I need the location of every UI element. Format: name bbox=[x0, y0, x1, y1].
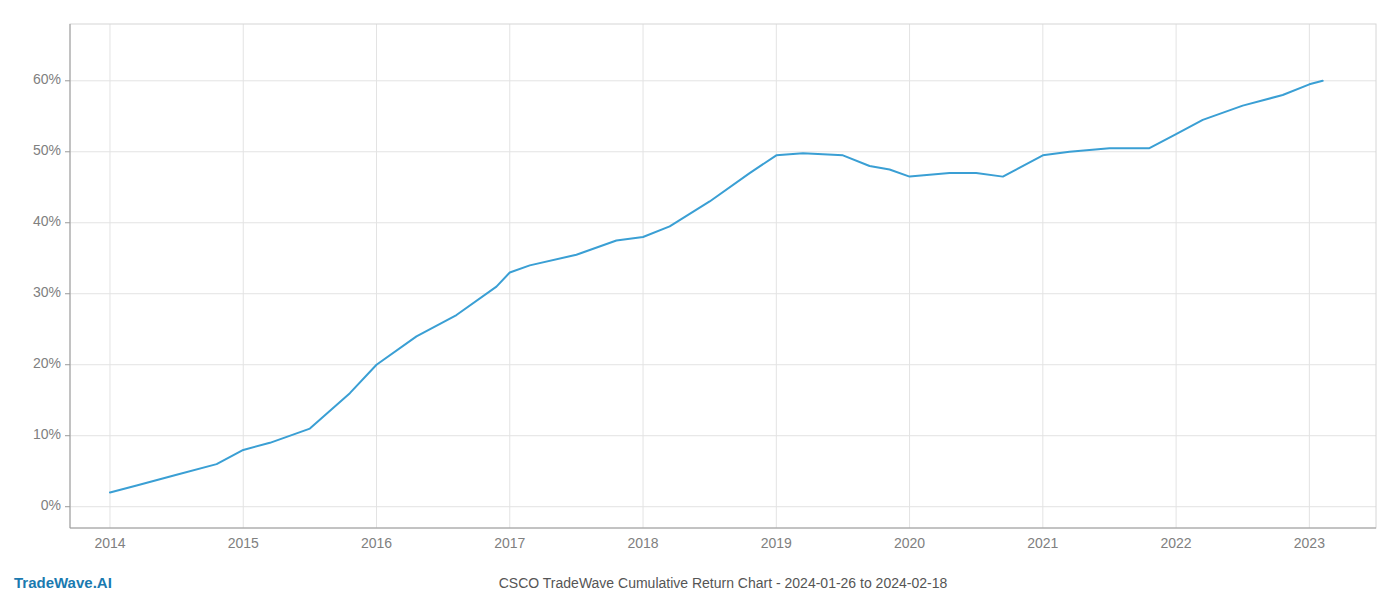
y-tick-label: 10% bbox=[33, 426, 61, 442]
grid-line-y bbox=[70, 80, 1376, 81]
y-tick-label: 30% bbox=[33, 284, 61, 300]
return-line bbox=[110, 81, 1323, 493]
y-tick-mark bbox=[65, 222, 70, 223]
y-tick-label: 40% bbox=[33, 213, 61, 229]
y-tick-label: 0% bbox=[41, 497, 61, 513]
y-tick-mark bbox=[65, 435, 70, 436]
x-tick-label: 2018 bbox=[627, 535, 658, 551]
x-tick-label: 2016 bbox=[361, 535, 392, 551]
y-tick-mark bbox=[65, 293, 70, 294]
grid-line-y bbox=[70, 435, 1376, 436]
y-tick-mark bbox=[65, 506, 70, 507]
grid-line-x bbox=[776, 24, 777, 528]
y-tick-label: 60% bbox=[33, 71, 61, 87]
axes: 2014 2015 2016 2017 2018 2019 2020 2021 2022 2023… bbox=[33, 24, 1376, 551]
y-tick-mark bbox=[65, 80, 70, 81]
grid-line-y bbox=[70, 364, 1376, 365]
chart-svg: 2014 2015 2016 2017 2018 2019 2020 2021 2022 2023… bbox=[0, 0, 1400, 600]
data-layer bbox=[110, 81, 1323, 493]
grid-line-y bbox=[70, 506, 1376, 507]
grid bbox=[70, 24, 1376, 528]
grid-line-y bbox=[70, 222, 1376, 223]
grid-line-x bbox=[1042, 24, 1043, 528]
chart-container: 2014 2015 2016 2017 2018 2019 2020 2021 2022 2023… bbox=[0, 0, 1400, 600]
x-tick-label: 2023 bbox=[1294, 535, 1325, 551]
x-tick-label: 2022 bbox=[1161, 535, 1192, 551]
y-tick-label: 20% bbox=[33, 355, 61, 371]
x-tick-label: 2019 bbox=[761, 535, 792, 551]
y-tick-mark bbox=[65, 151, 70, 152]
y-tick-mark bbox=[65, 364, 70, 365]
plot-frame bbox=[70, 24, 1376, 528]
grid-line-x bbox=[1309, 24, 1310, 528]
watermark: TradeWave.AI bbox=[14, 574, 112, 591]
x-tick-label: 2015 bbox=[228, 535, 259, 551]
grid-line-x bbox=[643, 24, 644, 528]
x-tick-label: 2014 bbox=[94, 535, 125, 551]
grid-line-x bbox=[1176, 24, 1177, 528]
grid-line-y bbox=[70, 293, 1376, 294]
x-axis-line bbox=[70, 528, 1376, 529]
background bbox=[0, 0, 1400, 600]
x-tick-label: 2017 bbox=[494, 535, 525, 551]
y-axis-line bbox=[70, 24, 71, 528]
grid-line-x bbox=[109, 24, 110, 528]
chart-title: CSCO TradeWave Cumulative Return Chart -… bbox=[499, 575, 948, 591]
y-tick-label: 50% bbox=[33, 142, 61, 158]
grid-line-x bbox=[509, 24, 510, 528]
grid-line-x bbox=[243, 24, 244, 528]
x-tick-label: 2020 bbox=[894, 535, 925, 551]
x-tick-label: 2021 bbox=[1027, 535, 1058, 551]
grid-line-y bbox=[70, 151, 1376, 152]
grid-line-x bbox=[909, 24, 910, 528]
grid-line-x bbox=[376, 24, 377, 528]
